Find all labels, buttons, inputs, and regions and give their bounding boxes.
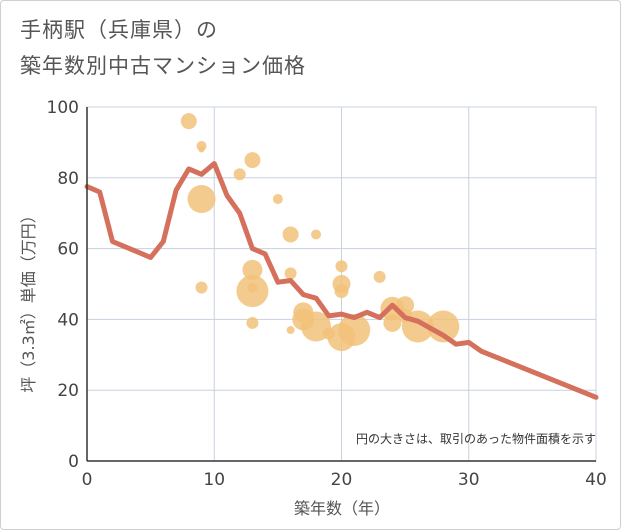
bubble-2: [198, 146, 205, 153]
y-tick-label-0: 0: [68, 452, 79, 472]
y-tick-label-3: 60: [57, 240, 79, 260]
y-tick-label-4: 80: [57, 169, 79, 189]
trend-lines: [84, 161, 599, 400]
bubble-20: [335, 260, 348, 273]
chart-title-line1: 手柄駅（兵庫県）の: [20, 18, 218, 42]
y-tick-label-1: 20: [57, 381, 79, 401]
x-tick-label-3: 30: [458, 470, 480, 490]
axes: [86, 107, 596, 462]
bubble-24: [338, 314, 371, 347]
bubble-27: [383, 313, 402, 332]
x-tick-label-2: 20: [331, 470, 353, 490]
bubble-9: [247, 282, 258, 293]
bubble-0: [180, 113, 197, 130]
bubble-12: [282, 226, 299, 243]
bubble-3: [187, 185, 216, 214]
bubble-17: [311, 229, 322, 240]
y-tick-label-5: 100: [47, 98, 79, 118]
bubble-31: [427, 310, 460, 343]
bubble-5: [233, 168, 246, 181]
chart-title: 手柄駅（兵庫県）の 築年数別中古マンション価格: [20, 12, 306, 84]
x-tick-label-4: 40: [585, 470, 607, 490]
tick-labels: 0 10 20 30 40 0 20 40 60 80 100: [47, 98, 607, 490]
chart-title-line2: 築年数別中古マンション価格: [20, 54, 306, 78]
bubble-6: [244, 152, 261, 169]
bubble-size-note: 円の大きさは、取引のあった物件面積を示す: [356, 431, 596, 446]
trend-line-0: [84, 161, 599, 400]
bubbles: [180, 113, 460, 352]
bubble-14: [286, 326, 295, 335]
bubble-13: [284, 267, 297, 280]
bubble-10: [246, 316, 259, 329]
bubble-22: [334, 284, 349, 299]
x-axis-title: 築年数（年）: [294, 499, 390, 518]
x-tick-label-1: 10: [203, 470, 225, 490]
y-axis-title: 坪（3.3㎡）単価（万円）: [19, 207, 38, 392]
bubble-7: [242, 259, 263, 280]
y-tick-label-2: 40: [57, 310, 79, 330]
bubble-11: [272, 194, 283, 205]
x-tick-label-0: 0: [82, 470, 93, 490]
bubble-4: [195, 281, 208, 294]
bubble-25: [373, 270, 386, 283]
